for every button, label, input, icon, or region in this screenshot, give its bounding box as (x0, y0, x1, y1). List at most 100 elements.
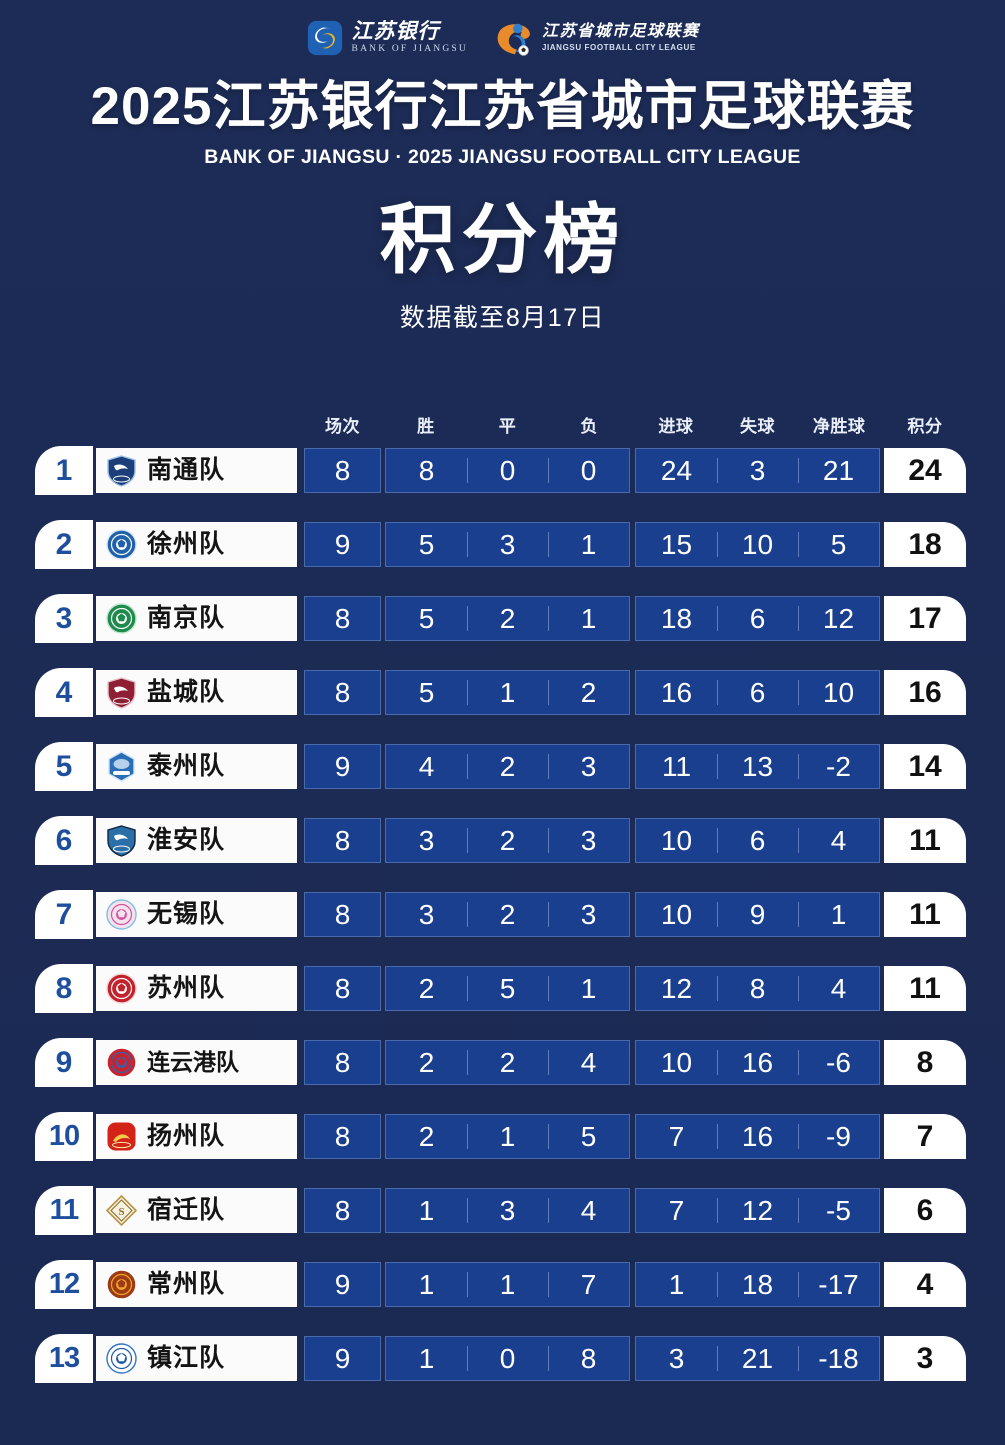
cell-win: 4 (418, 750, 435, 782)
table-row[interactable]: 9 连云港队 8 2 2 4 10 16 -6 8 (0, 1038, 1005, 1087)
svg-text:S: S (118, 1206, 124, 1218)
team-name: 苏州队 (147, 974, 226, 1002)
cell-played: 8 (304, 892, 381, 937)
table-row[interactable]: 2 徐州队 9 5 3 1 15 10 5 18 (0, 520, 1005, 569)
team-cell[interactable]: S 宿迁队 (96, 1188, 297, 1233)
team-cell[interactable]: 盐城队 (96, 670, 297, 715)
cell-draw: 3 (467, 1189, 548, 1232)
table-row[interactable]: 3 南京队 8 5 2 1 18 6 12 17 (0, 594, 1005, 643)
rank-badge: 3 (35, 594, 93, 643)
team-name: 镇江队 (147, 1344, 226, 1372)
cell-draw: 1 (467, 1115, 548, 1158)
group-goals: 7 16 -9 (635, 1114, 880, 1159)
column-header-loss: 负 (580, 417, 598, 436)
nanjing-crest-icon (105, 602, 138, 635)
cell-gf: 12 (660, 972, 693, 1004)
cell-loss: 7 (548, 1263, 629, 1306)
table-row[interactable]: 1 南通队 8 8 0 0 24 3 21 24 (0, 446, 1005, 495)
cell-ga: 6 (717, 819, 798, 862)
team-name: 南通队 (147, 456, 226, 484)
cell-win: 1 (418, 1342, 435, 1374)
cell-gd: -2 (798, 745, 879, 788)
group-goals: 24 3 21 (635, 448, 880, 493)
cell-win: 5 (418, 602, 435, 634)
cell-loss: 4 (548, 1041, 629, 1084)
cell-win: 2 (418, 1046, 435, 1078)
table-row[interactable]: 13 镇江队 9 1 0 8 3 21 -18 3 (0, 1334, 1005, 1383)
cell-points: 4 (884, 1262, 966, 1307)
team-cell[interactable]: 南京队 (96, 596, 297, 641)
table-row[interactable]: 5 泰州队 9 4 2 3 11 13 -2 14 (0, 742, 1005, 791)
cell-gd: -9 (798, 1115, 879, 1158)
cell-played: 8 (304, 1040, 381, 1085)
cell-gd: 12 (798, 597, 879, 640)
team-name: 常州队 (147, 1270, 226, 1298)
table-row[interactable]: 10 扬州队 8 2 1 5 7 16 -9 7 (0, 1112, 1005, 1161)
table-row[interactable]: 4 盐城队 8 5 1 2 16 6 10 16 (0, 668, 1005, 717)
team-name: 南京队 (147, 604, 226, 632)
team-cell[interactable]: 连云港队 (96, 1040, 297, 1085)
group-goals: 12 8 4 (635, 966, 880, 1011)
cell-win: 5 (418, 676, 435, 708)
cell-draw: 2 (467, 819, 548, 862)
cell-gf: 11 (661, 750, 692, 782)
team-cell[interactable]: 泰州队 (96, 744, 297, 789)
team-cell[interactable]: 南通队 (96, 448, 297, 493)
headline-cn: 2025江苏银行江苏省城市足球联赛 (90, 77, 915, 136)
cell-played: 9 (304, 1336, 381, 1381)
table-row[interactable]: 12 常州队 9 1 1 7 1 18 -17 4 (0, 1260, 1005, 1309)
cell-points: 11 (884, 818, 966, 863)
team-cell[interactable]: 镇江队 (96, 1336, 297, 1381)
cell-points: 24 (884, 448, 966, 493)
team-cell[interactable]: 徐州队 (96, 522, 297, 567)
cell-points: 6 (884, 1188, 966, 1233)
group-goals: 11 13 -2 (635, 744, 880, 789)
team-cell[interactable]: 常州队 (96, 1262, 297, 1307)
rank-badge: 5 (35, 742, 93, 791)
team-cell[interactable]: 扬州队 (96, 1114, 297, 1159)
team-cell[interactable]: 无锡队 (96, 892, 297, 937)
nantong-crest-icon (105, 454, 138, 487)
cell-gf: 7 (668, 1194, 685, 1226)
cell-draw: 5 (467, 967, 548, 1010)
cell-points: 7 (884, 1114, 966, 1159)
team-cell[interactable]: 苏州队 (96, 966, 297, 1011)
cell-played: 9 (304, 522, 381, 567)
table-row[interactable]: 8 苏州队 8 2 5 1 12 8 4 11 (0, 964, 1005, 1013)
rank-badge: 11 (35, 1186, 93, 1235)
league-logo: 江苏省城市足球联赛 JIANGSU FOOTBALL CITY LEAGUE (494, 20, 700, 56)
cell-gd: -6 (798, 1041, 879, 1084)
team-name: 无锡队 (147, 900, 226, 928)
bank-of-jiangsu-logo: 江苏银行 BANK OF JIANGSU (306, 19, 468, 57)
cell-win: 2 (418, 1120, 435, 1152)
cell-played: 8 (304, 1188, 381, 1233)
table-row[interactable]: 7 无锡队 8 3 2 3 10 9 1 11 (0, 890, 1005, 939)
bank-name-cn: 江苏银行 (351, 19, 440, 44)
cell-gd: 10 (798, 671, 879, 714)
cell-loss: 3 (548, 819, 629, 862)
column-header-gd: 净胜球 (812, 417, 866, 436)
table-row[interactable]: 6 淮安队 8 3 2 3 10 6 4 11 (0, 816, 1005, 865)
cell-points: 8 (884, 1040, 966, 1085)
table-row[interactable]: 11 S 宿迁队 8 1 3 4 7 12 -5 6 (0, 1186, 1005, 1235)
cell-win: 1 (418, 1268, 435, 1300)
cell-ga: 6 (717, 597, 798, 640)
rank-badge: 7 (35, 890, 93, 939)
cell-ga: 16 (717, 1041, 798, 1084)
cell-gd: 1 (798, 893, 879, 936)
cell-win: 3 (418, 824, 435, 856)
changzhou-crest-icon (105, 1268, 138, 1301)
cell-gf: 10 (660, 1046, 693, 1078)
rank-badge: 13 (35, 1334, 93, 1383)
team-cell[interactable]: 淮安队 (96, 818, 297, 863)
headline-en: BANK OF JIANGSU · 2025 JIANGSU FOOTBALL … (204, 146, 801, 169)
rank-badge: 4 (35, 668, 93, 717)
cell-gd: 5 (798, 523, 879, 566)
cell-played: 8 (304, 670, 381, 715)
cell-loss: 1 (548, 597, 629, 640)
